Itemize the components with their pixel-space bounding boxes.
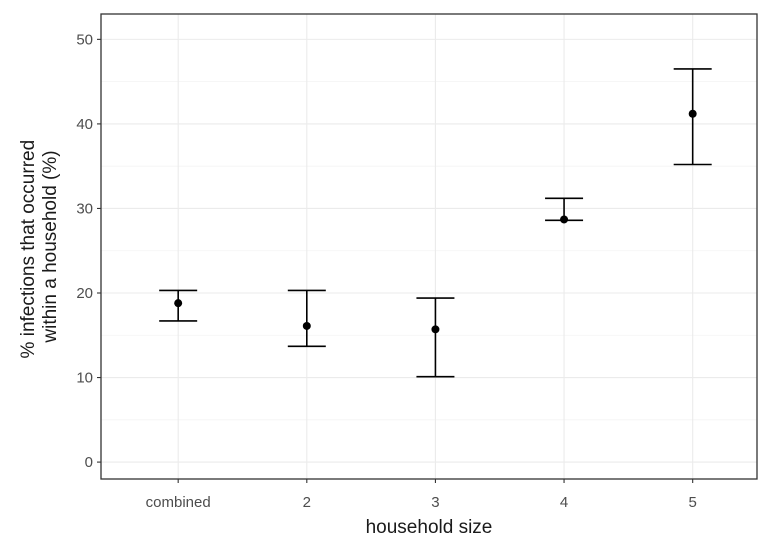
y-tick-label: 40 — [76, 116, 93, 133]
data-point — [688, 109, 697, 118]
y-axis-title: % infections that occurred within a hous… — [18, 135, 61, 359]
x-tick-label: 5 — [689, 494, 697, 511]
data-point — [302, 321, 311, 330]
y-axis-title-line-1: % infections that occurred — [18, 140, 39, 359]
data-marks — [159, 68, 712, 378]
x-tick-label: 3 — [431, 494, 439, 511]
data-point — [174, 299, 183, 308]
data-point — [560, 215, 569, 224]
y-tick-label: 30 — [76, 200, 93, 217]
y-axis-title-line-2: within a household (%) — [40, 150, 61, 343]
x-axis-title: household size — [366, 517, 493, 537]
plot-panel — [100, 13, 758, 480]
x-tick-label: 2 — [303, 494, 311, 511]
x-tick-label: 4 — [560, 494, 568, 511]
grid — [101, 14, 757, 479]
y-tick-label: 10 — [76, 370, 93, 387]
y-tick-label: 0 — [85, 454, 93, 471]
y-tick-label: 50 — [76, 31, 93, 48]
data-point — [431, 325, 440, 334]
y-tick-label: 20 — [76, 285, 93, 302]
x-tick-label: combined — [146, 494, 211, 511]
axes: 0 10 20 30 40 50 combined 2 3 4 5 — [76, 31, 697, 511]
